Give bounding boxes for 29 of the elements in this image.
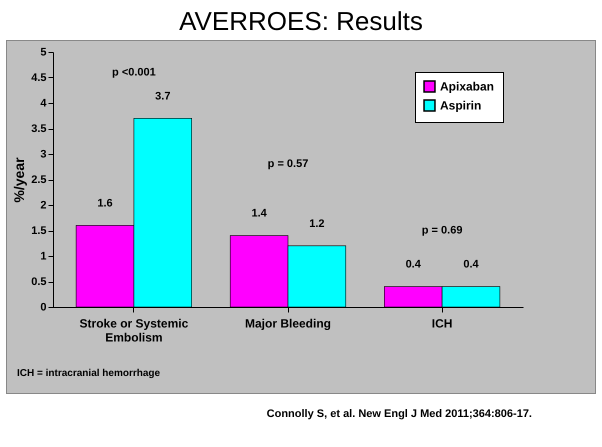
text: Connolly S, et al. New Engl J Med 2011;364:806-17. <box>266 407 533 420</box>
y-tick-label: 4.5 <box>31 72 46 84</box>
data-label: 3.7 <box>155 90 170 102</box>
annotation: p <0.001 <box>112 66 156 78</box>
annotation: p = 0.57 <box>268 158 308 170</box>
x-tick-label: Major Bleeding <box>244 316 332 330</box>
y-tick-label: 0 <box>40 302 46 314</box>
data-label: 1.2 <box>309 218 325 230</box>
data-label: 1.6 <box>97 197 113 210</box>
data-label: 0.4 <box>463 258 480 271</box>
y-tick-label: 0.5 <box>31 276 46 288</box>
x-tick-label: Stroke or Systemic Embolism <box>80 316 189 344</box>
x-tick-label: ICH <box>432 316 452 330</box>
y-tick-label: 5 <box>40 46 46 58</box>
legend-label: Apixaban <box>440 80 494 94</box>
data-label: 1.4 <box>251 208 268 220</box>
y-tick-label: 3.5 <box>31 123 46 135</box>
text: ICH = intracranial hemorrhage <box>16 367 162 381</box>
data-label: 0.4 <box>406 258 422 271</box>
y-tick-label: 3 <box>40 148 46 160</box>
y-tick-label: 2.5 <box>31 174 46 186</box>
annotation: p = 0.69 <box>422 224 462 236</box>
y-axis-title: %/year <box>11 156 28 203</box>
legend-label: Aspirin <box>440 98 482 112</box>
y-tick-label: 1.5 <box>31 225 46 237</box>
y-tick-label: 4 <box>40 98 48 110</box>
chart-title: AVERROES: Results <box>178 5 424 38</box>
y-tick-label: 1 <box>40 250 46 262</box>
y-tick-label: 2 <box>40 200 46 212</box>
